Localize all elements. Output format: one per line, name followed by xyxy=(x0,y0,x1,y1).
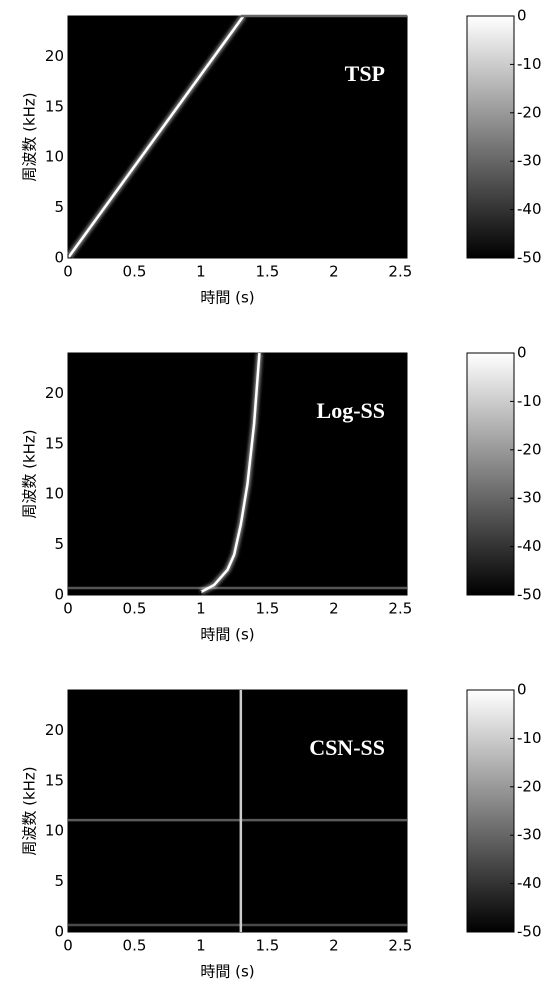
y-tick-label: 0 xyxy=(54,923,64,941)
colorbar-tick-label: -40 xyxy=(517,874,542,892)
y-tick-label: 15 xyxy=(45,434,64,452)
x-tick-label: 0.5 xyxy=(123,600,147,618)
annotation: TSP xyxy=(345,61,385,86)
annotation: CSN-SS xyxy=(309,735,385,760)
x-tick-label: 0 xyxy=(63,937,73,955)
colorbar-tick-label: -50 xyxy=(517,923,542,941)
x-tick-label: 0 xyxy=(63,600,73,618)
plot-area xyxy=(67,15,408,259)
y-axis-label: 周波数 (kHz) xyxy=(21,766,39,855)
y-tick-label: 0 xyxy=(54,586,64,604)
y-tick-label: 10 xyxy=(45,148,64,166)
x-tick-label: 0 xyxy=(63,263,73,281)
colorbar-tick-label: -20 xyxy=(517,777,542,795)
plot-area xyxy=(67,689,408,933)
colorbar xyxy=(466,352,515,596)
y-tick-label: 10 xyxy=(45,485,64,503)
y-tick-label: 20 xyxy=(45,721,64,739)
x-tick-label: 1 xyxy=(196,600,206,618)
x-tick-label: 2 xyxy=(329,600,339,618)
colorbar-tick-label: -30 xyxy=(517,152,542,170)
y-tick-label: 5 xyxy=(54,872,64,890)
y-axis-label: 周波数 (kHz) xyxy=(21,429,39,518)
y-tick-label: 5 xyxy=(54,535,64,553)
colorbar-tick-label: -50 xyxy=(517,249,542,267)
x-tick-label: 2.5 xyxy=(388,937,412,955)
x-tick-label: 2 xyxy=(329,263,339,281)
plot-area xyxy=(67,352,408,596)
x-tick-label: 2 xyxy=(329,937,339,955)
x-axis-label: 時間 (s) xyxy=(200,289,254,307)
x-tick-label: 1 xyxy=(196,263,206,281)
colorbar-tick-label: -20 xyxy=(517,440,542,458)
y-tick-label: 10 xyxy=(45,822,64,840)
x-tick-label: 0.5 xyxy=(123,937,147,955)
x-tick-label: 2.5 xyxy=(388,263,412,281)
ridge xyxy=(200,352,261,594)
y-tick-label: 5 xyxy=(54,198,64,216)
y-tick-label: 15 xyxy=(45,771,64,789)
y-tick-label: 20 xyxy=(45,384,64,402)
y-tick-label: 0 xyxy=(54,249,64,267)
x-tick-label: 1.5 xyxy=(255,600,279,618)
colorbar-tick-label: -10 xyxy=(517,392,542,410)
colorbar xyxy=(466,15,515,259)
x-tick-label: 2.5 xyxy=(388,600,412,618)
y-axis-label: 周波数 (kHz) xyxy=(21,92,39,181)
colorbar-tick-label: -30 xyxy=(517,826,542,844)
x-tick-label: 1.5 xyxy=(255,937,279,955)
colorbar-tick-label: -50 xyxy=(517,586,542,604)
y-tick-label: 15 xyxy=(45,97,64,115)
colorbar xyxy=(466,689,515,933)
colorbar-tick-label: -10 xyxy=(517,729,542,747)
x-axis-label: 時間 (s) xyxy=(200,963,254,981)
colorbar-tick-label: -40 xyxy=(517,537,542,555)
ridge xyxy=(66,15,245,259)
y-tick-label: 20 xyxy=(45,47,64,65)
x-tick-label: 1 xyxy=(196,937,206,955)
x-tick-label: 1.5 xyxy=(255,263,279,281)
colorbar-tick-label: -40 xyxy=(517,200,542,218)
colorbar-tick-label: -20 xyxy=(517,103,542,121)
x-tick-label: 0.5 xyxy=(123,263,147,281)
colorbar-tick-label: 0 xyxy=(517,7,527,25)
colorbar-tick-label: 0 xyxy=(517,344,527,362)
colorbar-tick-label: -30 xyxy=(517,489,542,507)
annotation: Log-SS xyxy=(317,398,385,423)
colorbar-tick-label: 0 xyxy=(517,681,527,699)
x-axis-label: 時間 (s) xyxy=(200,626,254,644)
colorbar-tick-label: -10 xyxy=(517,55,542,73)
